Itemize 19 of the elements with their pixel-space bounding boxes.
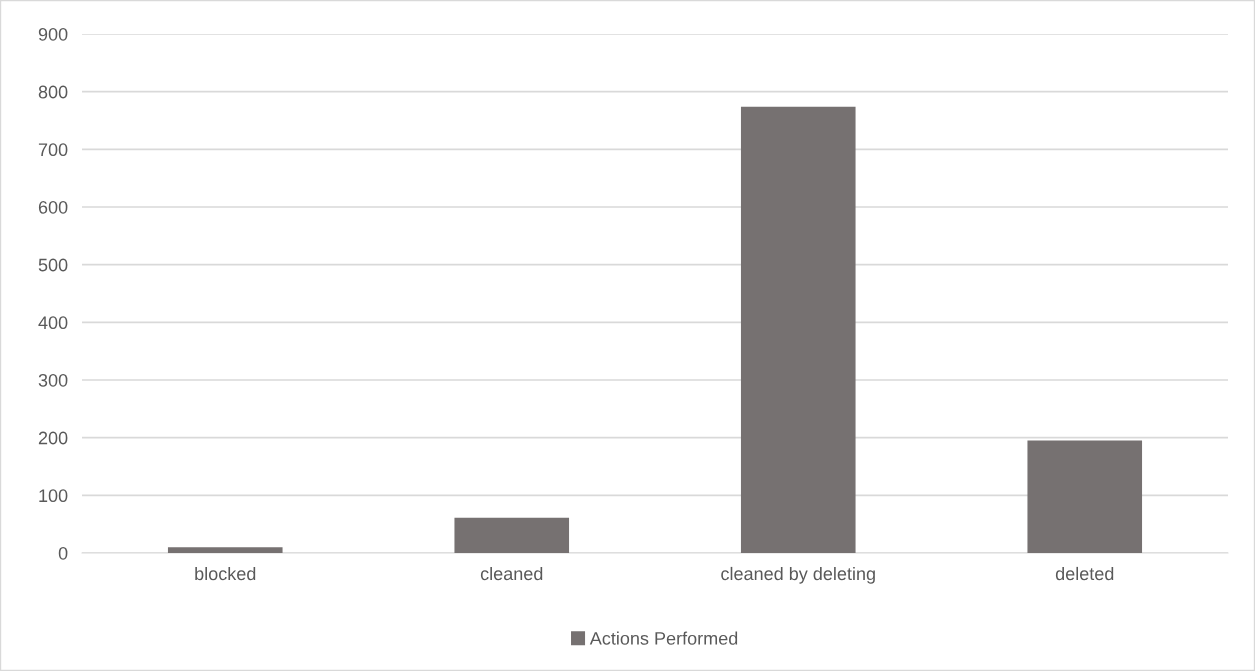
bar bbox=[740, 106, 856, 553]
y-tick-label: 900 bbox=[38, 27, 68, 41]
y-tick-label: 500 bbox=[38, 258, 68, 272]
y-tick-label: 800 bbox=[38, 85, 68, 99]
y-tick-label: 300 bbox=[38, 373, 68, 387]
x-tick-label: cleaned bbox=[480, 566, 543, 581]
y-tick-label: 700 bbox=[38, 143, 68, 157]
y-tick-label: 400 bbox=[38, 316, 68, 330]
x-tick-label: blocked bbox=[195, 566, 256, 581]
y-tick-label: 600 bbox=[38, 200, 68, 214]
y-tick-label: 0 bbox=[58, 546, 68, 560]
bar bbox=[167, 547, 283, 553]
y-tick-label: 200 bbox=[38, 431, 68, 445]
bar bbox=[454, 517, 570, 553]
x-tick-label: deleted bbox=[1055, 566, 1114, 581]
legend-label: Actions Performed bbox=[589, 631, 738, 645]
bar bbox=[1027, 440, 1143, 553]
x-tick-label: cleaned by deleting bbox=[721, 566, 875, 584]
y-tick-label: 100 bbox=[39, 489, 68, 503]
